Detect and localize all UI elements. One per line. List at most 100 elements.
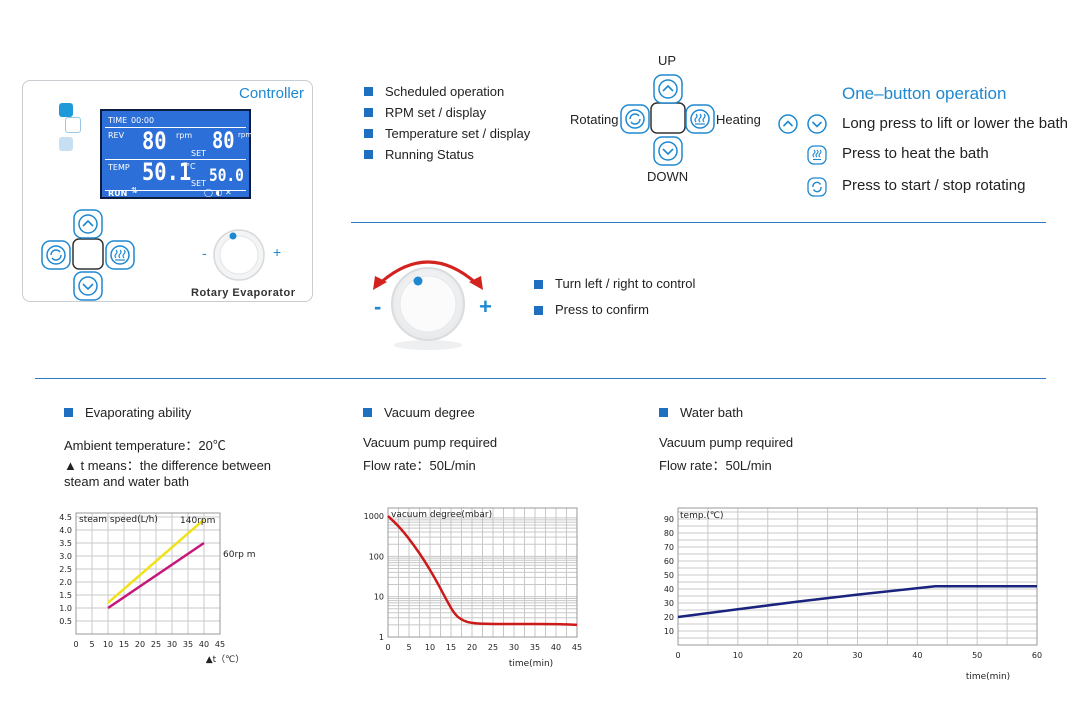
bullet-icon — [534, 306, 543, 315]
x-tick-label: 0 — [73, 640, 78, 649]
x-tick-label: 5 — [406, 643, 411, 652]
dpad-up-button[interactable] — [653, 74, 683, 104]
bullet-icon — [364, 108, 373, 117]
x-tick-label: 15 — [446, 643, 456, 652]
series-label: 60rp m — [223, 550, 256, 560]
bullet-icon — [659, 408, 668, 417]
lcd-status-icons: ◯ ◐ ✕ — [204, 188, 232, 197]
lcd-temp-value: 50.1 — [142, 158, 192, 186]
panel-knob[interactable] — [211, 227, 267, 283]
lcd-temp-unit: °C — [186, 162, 196, 171]
y-axis-label: vacuum degree(mbar) — [391, 510, 492, 520]
panel-knob-minus: - — [202, 245, 207, 261]
panel-down-button[interactable] — [73, 271, 103, 301]
dpad-heat-button[interactable] — [685, 104, 715, 134]
divider — [35, 378, 1046, 379]
y-tick-label: 1.0 — [59, 604, 72, 613]
y-tick-label: 1.5 — [59, 591, 72, 600]
y-tick-label: 60 — [664, 557, 674, 566]
x-tick-label: 20 — [793, 651, 803, 660]
bullet-icon — [363, 408, 372, 417]
feature-item: RPM set / display — [385, 105, 487, 120]
y-tick-label: 80 — [664, 529, 674, 538]
lcd-rev-unit: rpm — [176, 131, 193, 140]
lcd-rev-label: REV — [108, 131, 125, 140]
x-tick-label: 25 — [488, 643, 498, 652]
y-tick-label: 2.0 — [59, 578, 72, 587]
x-tick-label: 40 — [912, 651, 922, 660]
dpad-left-label: Rotating — [570, 112, 619, 127]
y-axis-label: temp.(℃) — [680, 511, 724, 521]
dpad-right-label: Heating — [716, 112, 761, 127]
lcd-temp-label: TEMP — [108, 163, 130, 172]
down-icon — [807, 114, 827, 134]
x-tick-label: 35 — [530, 643, 540, 652]
feature-item: Scheduled operation — [385, 84, 505, 99]
y-tick-label: 20 — [664, 613, 674, 622]
up-icon — [778, 114, 798, 134]
x-axis-label: ▲t（℃） — [206, 654, 245, 665]
heat-icon — [807, 145, 827, 165]
lcd-rev-set-label: SET — [191, 149, 207, 158]
x-tick-label: 35 — [183, 640, 193, 649]
panel-rotate-button[interactable] — [41, 240, 71, 270]
rotate-icon — [807, 177, 827, 197]
lcd-time-label: TIME — [108, 116, 128, 125]
x-tick-label: 40 — [551, 643, 561, 652]
y-tick-label: 1000 — [364, 512, 384, 521]
panel-heat-button[interactable] — [105, 240, 135, 270]
bullet-icon — [364, 129, 373, 138]
vacuum-title: Vacuum degree — [384, 405, 475, 420]
dpad-center — [650, 102, 686, 134]
water-line: Vacuum pump required — [659, 435, 794, 450]
y-tick-label: 40 — [664, 585, 674, 594]
dpad-down-label: DOWN — [647, 169, 689, 184]
lcd-temp-set: 50.0 — [209, 166, 244, 186]
x-tick-label: 5 — [89, 640, 94, 649]
y-tick-label: 100 — [369, 552, 384, 561]
knob-illustration — [373, 260, 483, 350]
x-tick-label: 45 — [572, 643, 582, 652]
panel-up-button[interactable] — [73, 209, 103, 239]
bullet-icon — [64, 408, 73, 417]
x-tick-label: 30 — [852, 651, 862, 660]
x-tick-label: 30 — [167, 640, 177, 649]
one-button-title: One–button operation — [842, 84, 1007, 103]
x-tick-label: 25 — [151, 640, 161, 649]
series-line — [107, 518, 205, 604]
y-tick-label: 4.5 — [59, 513, 72, 522]
x-tick-label: 20 — [467, 643, 477, 652]
x-tick-label: 0 — [675, 651, 680, 660]
x-tick-label: 30 — [509, 643, 519, 652]
panel-dpad — [72, 238, 104, 270]
bullet-icon — [364, 87, 373, 96]
panel-knob-plus: + — [273, 244, 282, 260]
one-button-item: Long press to lift or lower the bath — [842, 115, 1068, 132]
evap-title: Evaporating ability — [85, 405, 192, 420]
y-tick-label: 1 — [379, 633, 384, 642]
dpad-down-button[interactable] — [653, 136, 683, 166]
x-tick-label: 20 — [135, 640, 145, 649]
evap-line: ▲ t means：the difference between — [64, 458, 272, 473]
logo-icon — [59, 103, 81, 155]
lcd-lift-icon: ⇅ — [131, 186, 138, 195]
one-button-item: Press to start / stop rotating — [842, 177, 1026, 194]
bullet-icon — [534, 280, 543, 289]
controller-panel: Controller TIME 00:00 REV 80 rpm SET 80 … — [22, 80, 313, 302]
feature-item: Running Status — [385, 147, 474, 162]
dpad-rotate-button[interactable] — [620, 104, 650, 134]
water-title: Water bath — [680, 405, 744, 420]
dpad-up-label: UP — [658, 53, 677, 68]
water-line: Flow rate：50L/min — [659, 458, 772, 473]
lcd-display: TIME 00:00 REV 80 rpm SET 80 rpm TEMP 50… — [100, 109, 252, 199]
evap-line: Ambient temperature：20℃ — [64, 438, 226, 453]
knob-plus-label: + — [479, 294, 492, 319]
x-tick-label: 10 — [733, 651, 743, 660]
x-tick-label: 60 — [1032, 651, 1042, 660]
y-tick-label: 2.5 — [59, 565, 72, 574]
lcd-rev-set: 80 — [212, 129, 235, 154]
y-tick-label: 3.5 — [59, 539, 72, 548]
vacuum-line: Flow rate：50L/min — [363, 458, 476, 473]
y-tick-label: 10 — [664, 627, 674, 636]
y-tick-label: 4.0 — [59, 526, 72, 535]
